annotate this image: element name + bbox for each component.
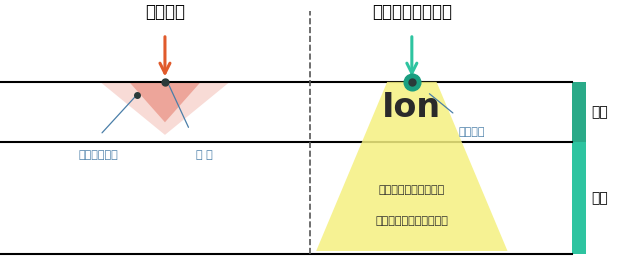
Polygon shape <box>316 82 508 251</box>
Polygon shape <box>129 82 201 122</box>
Polygon shape <box>100 82 230 135</box>
Bar <box>572 82 586 143</box>
Text: 熱 傷: 熱 傷 <box>196 150 213 160</box>
Text: 滅菌および再生による: 滅菌および再生による <box>379 186 445 195</box>
Text: 表面凝華: 表面凝華 <box>458 127 485 137</box>
Text: プラズマシャワー: プラズマシャワー <box>372 3 452 21</box>
Text: ヒートマーク: ヒートマーク <box>79 150 118 160</box>
Bar <box>572 143 586 254</box>
Text: レーザー: レーザー <box>145 3 185 21</box>
Text: 表皮: 表皮 <box>591 105 608 119</box>
Text: 回復時間の根本的な改善: 回復時間の根本的な改善 <box>375 216 448 226</box>
Text: 真皮: 真皮 <box>591 191 608 205</box>
Text: Ion: Ion <box>383 91 441 124</box>
